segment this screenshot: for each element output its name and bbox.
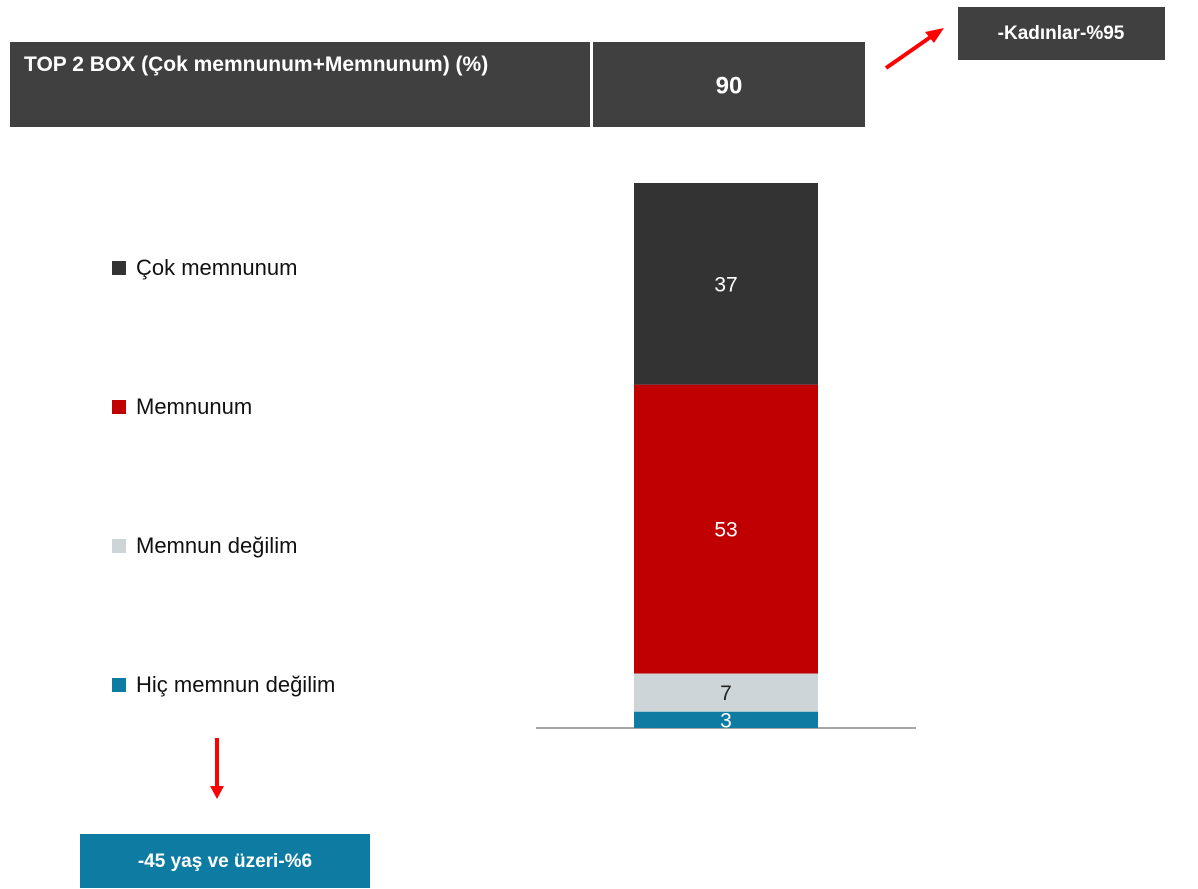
annotation-box xyxy=(80,834,370,888)
data-label: 7 xyxy=(720,682,732,705)
legend-label: Çok memnunum xyxy=(136,255,297,280)
bar-segment xyxy=(634,711,818,728)
data-label: 3 xyxy=(720,709,732,732)
arrow-line xyxy=(884,34,934,70)
header-title: TOP 2 BOX (Çok memnunum+Memnunum) (%) xyxy=(24,53,489,76)
header-value: 90 xyxy=(716,72,743,99)
legend-swatch xyxy=(112,539,126,553)
legend-label: Memnun değilim xyxy=(136,533,297,558)
bar-segment xyxy=(634,384,818,674)
arrow-head xyxy=(210,786,224,799)
data-label: 53 xyxy=(714,519,737,542)
annotation-box xyxy=(958,7,1165,60)
annotation-text: -Kadınlar-%95 xyxy=(998,23,1125,44)
bar-segment xyxy=(634,183,818,385)
legend-label: Hiç memnun değilim xyxy=(136,672,335,697)
legend-swatch xyxy=(112,261,126,275)
legend-swatch xyxy=(112,400,126,414)
header-value-cell xyxy=(593,42,865,127)
arrow-head xyxy=(925,28,944,43)
legend-swatch xyxy=(112,678,126,692)
annotation-text: -45 yaş ve üzeri-%6 xyxy=(138,851,312,872)
legend-label: Memnunum xyxy=(136,394,252,419)
bar-segment xyxy=(634,673,818,712)
header-label-cell xyxy=(10,42,590,127)
data-label: 37 xyxy=(714,273,737,296)
header-title-wrap: TOP 2 BOX (Çok memnunum+Memnunum) (%) xyxy=(24,53,489,76)
